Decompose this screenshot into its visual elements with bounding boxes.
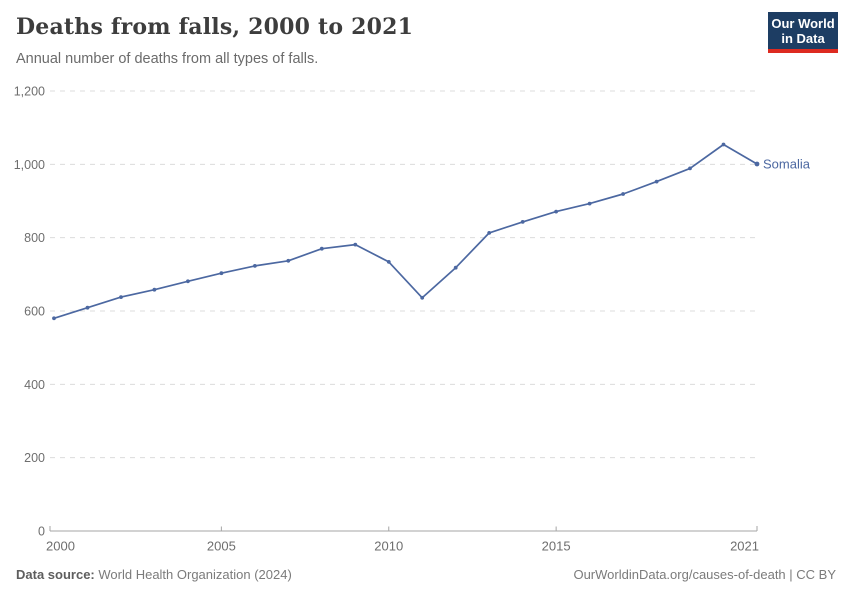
data-point-marker[interactable]	[487, 231, 492, 235]
data-source-note: Data source: World Health Organization (…	[16, 567, 292, 582]
data-source-label: Data source:	[16, 567, 95, 582]
y-tick-label: 600	[24, 305, 45, 319]
x-tick-label: 2005	[207, 539, 236, 554]
data-point-marker[interactable]	[85, 305, 90, 310]
y-tick-label: 0	[38, 525, 45, 539]
x-tick-label: 2000	[46, 539, 75, 554]
data-point-marker[interactable]	[319, 246, 324, 251]
data-point-marker[interactable]	[554, 209, 558, 214]
data-point-marker[interactable]	[520, 220, 525, 224]
series-line-somalia[interactable]	[53, 143, 758, 320]
y-tick-label: 800	[24, 231, 45, 245]
data-point-marker[interactable]	[754, 161, 760, 167]
series-label-somalia: Somalia	[763, 156, 811, 171]
data-point-marker[interactable]	[219, 271, 224, 276]
x-tick-label: 2021	[730, 539, 759, 554]
data-point-marker[interactable]	[654, 179, 659, 184]
attribution-link[interactable]: OurWorldinData.org/causes-of-death | CC …	[573, 567, 836, 582]
data-point-marker[interactable]	[721, 142, 726, 147]
y-tick-label: 200	[24, 451, 45, 465]
data-point-marker[interactable]	[286, 258, 291, 263]
page-title: Deaths from falls, 2000 to 2021	[16, 14, 414, 40]
owid-logo-line1: Our World	[771, 16, 835, 31]
data-source-value: World Health Organization (2024)	[98, 567, 292, 582]
y-tick-label: 400	[24, 378, 45, 392]
data-point-marker[interactable]	[453, 265, 458, 270]
data-point-marker[interactable]	[119, 295, 123, 299]
x-tick-label: 2010	[374, 539, 403, 554]
data-point-marker[interactable]	[52, 316, 56, 321]
data-point-marker[interactable]	[587, 201, 592, 206]
chart-subtitle: Annual number of deaths from all types o…	[16, 51, 319, 67]
data-point-marker[interactable]	[420, 295, 425, 300]
data-point-marker[interactable]	[353, 242, 358, 247]
y-tick-label: 1,200	[14, 85, 45, 99]
y-tick-label: 1,000	[14, 158, 45, 172]
owid-logo-line2: in Data	[781, 31, 825, 46]
owid-logo[interactable]: Our World in Data	[768, 12, 838, 53]
data-point-marker[interactable]	[386, 260, 391, 264]
data-point-marker[interactable]	[152, 287, 157, 292]
data-point-marker[interactable]	[253, 264, 257, 268]
plot-area[interactable]	[50, 91, 757, 531]
data-point-marker[interactable]	[186, 279, 190, 284]
chart-footer: Data source: World Health Organization (…	[16, 567, 836, 582]
data-point-marker[interactable]	[688, 166, 692, 171]
data-point-marker[interactable]	[621, 192, 625, 196]
x-tick-label: 2015	[542, 539, 571, 554]
